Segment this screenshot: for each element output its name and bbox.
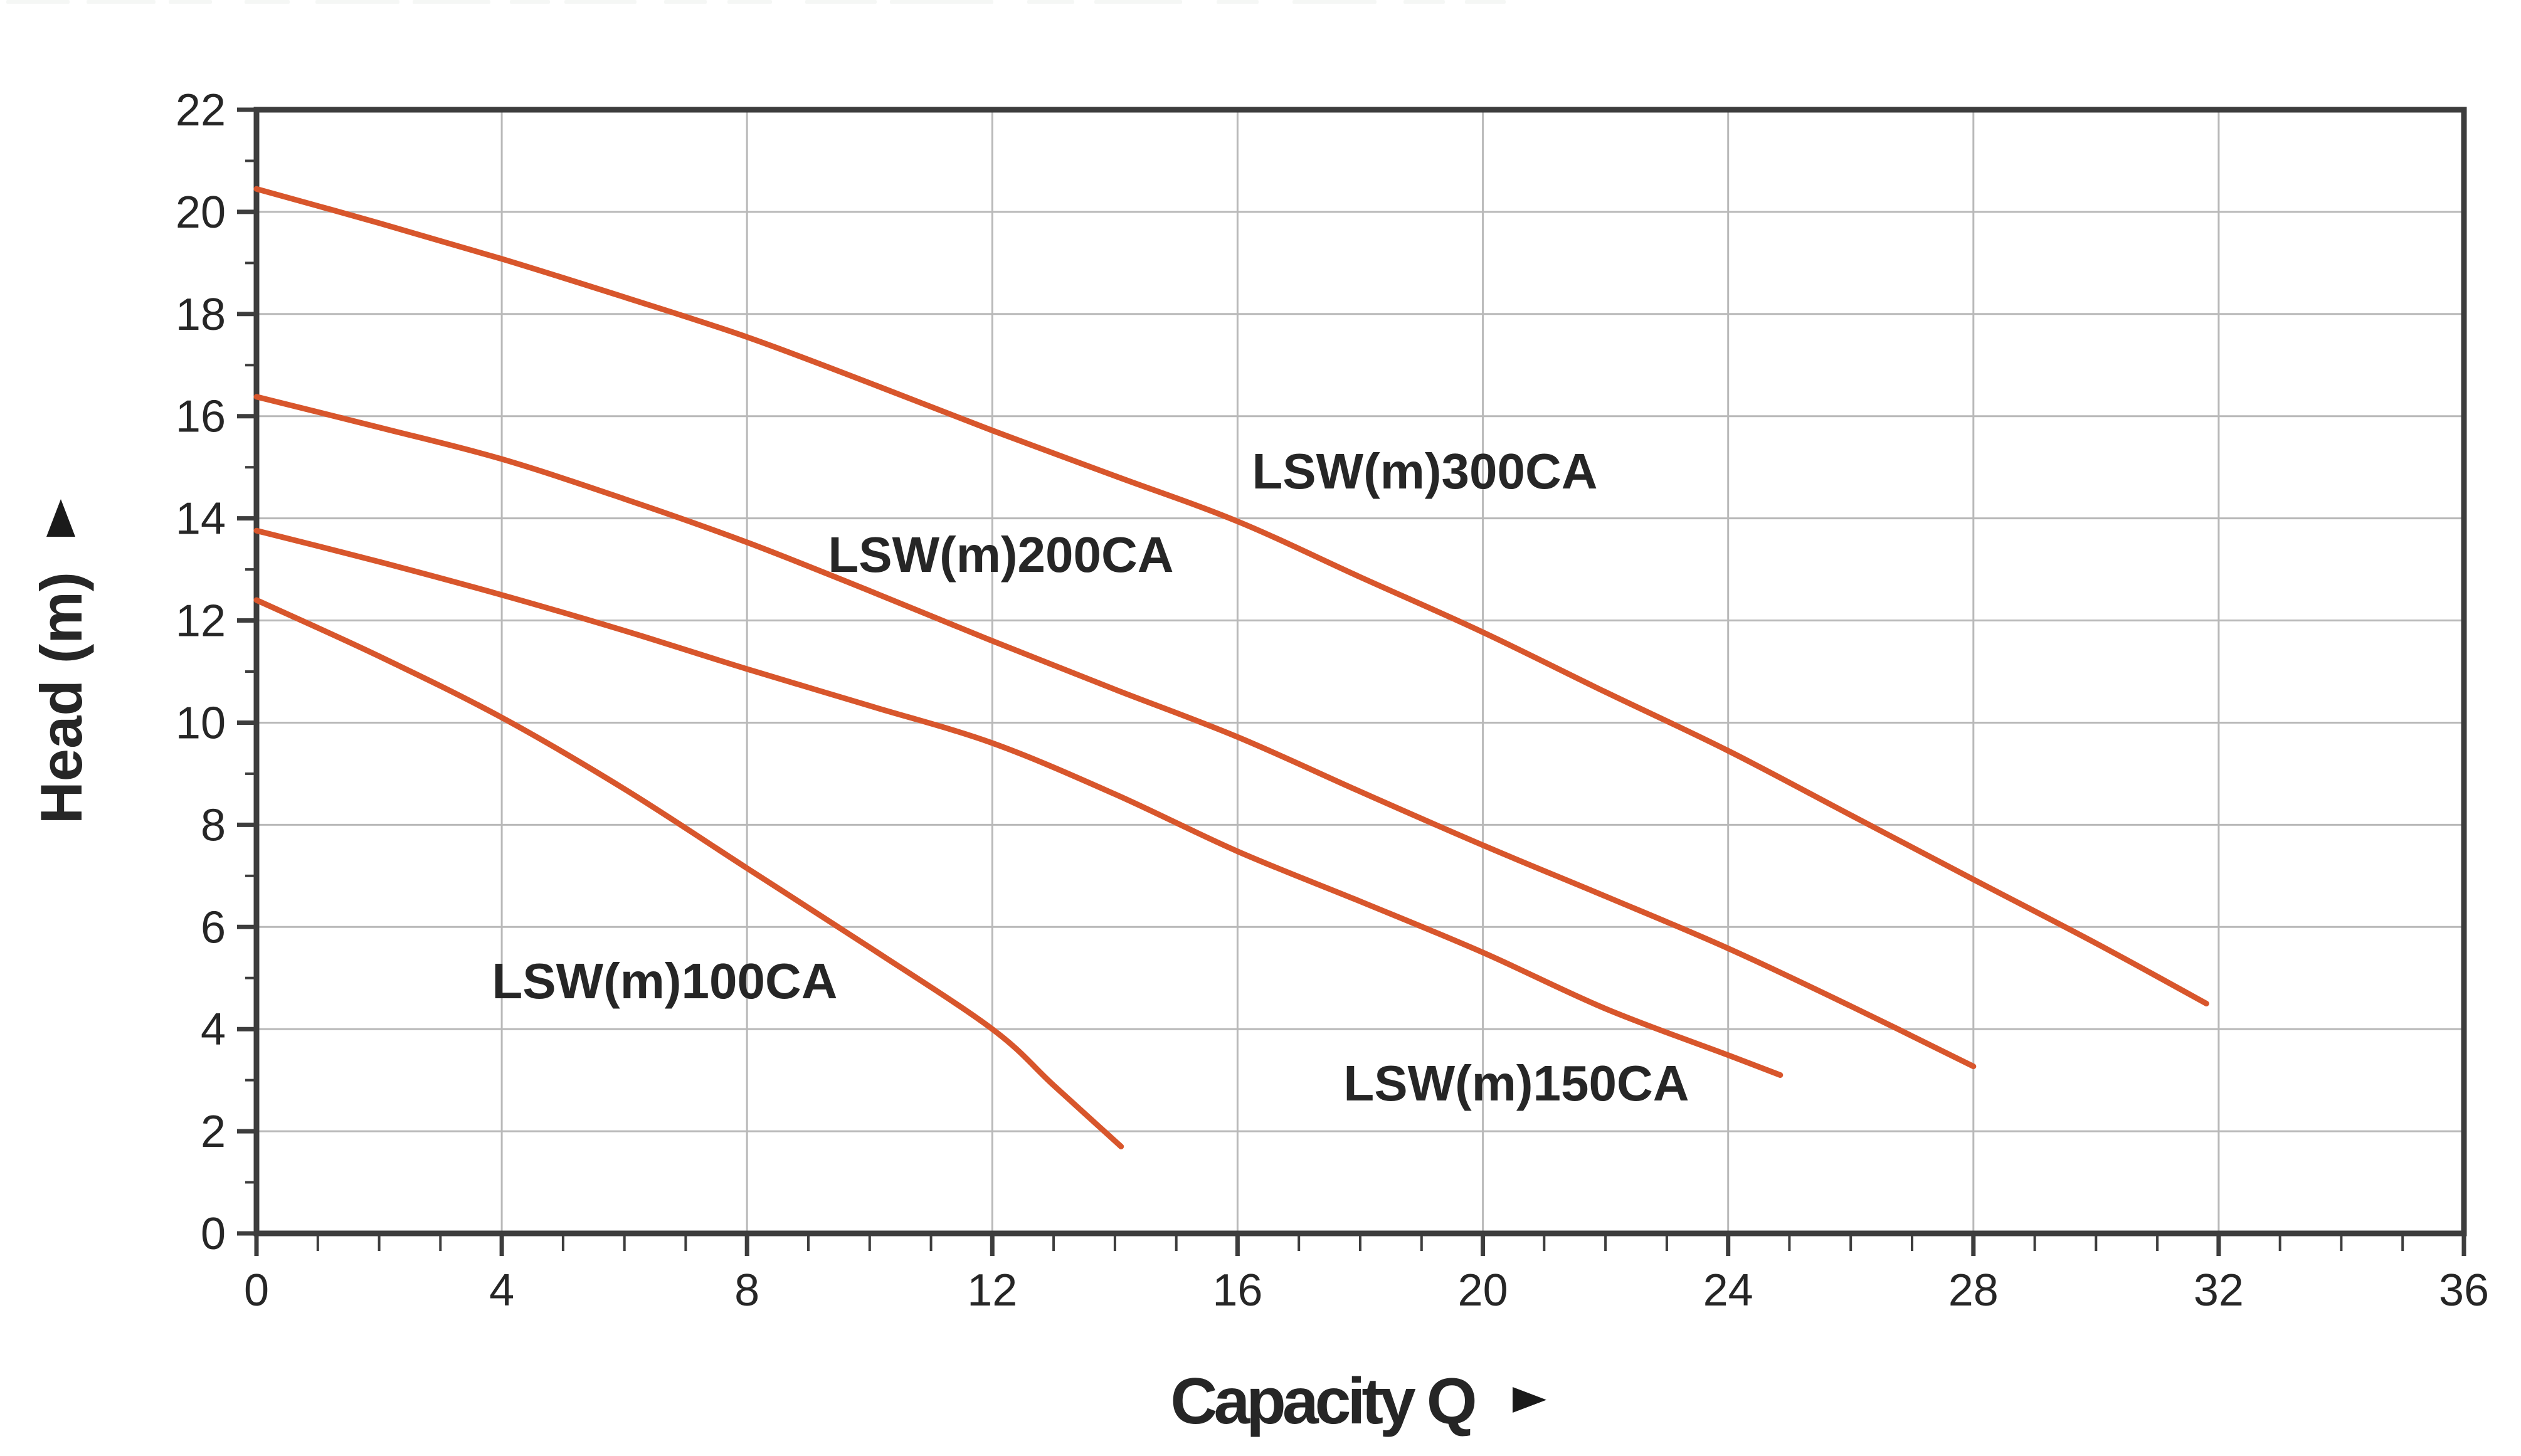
svg-text:4: 4	[201, 1005, 226, 1055]
svg-text:14: 14	[176, 494, 226, 544]
svg-text:32: 32	[2194, 1265, 2244, 1316]
svg-text:24: 24	[1703, 1265, 1753, 1316]
svg-text:Capacity Q: Capacity Q	[1170, 1365, 1474, 1438]
svg-text:LSW(m)150CA: LSW(m)150CA	[1343, 1055, 1689, 1111]
svg-text:12: 12	[967, 1265, 1017, 1316]
svg-text:LSW(m)300CA: LSW(m)300CA	[1252, 443, 1597, 499]
svg-text:12: 12	[176, 596, 226, 646]
svg-text:8: 8	[201, 800, 226, 850]
svg-text:4: 4	[489, 1265, 514, 1316]
svg-text:18: 18	[176, 290, 226, 340]
svg-text:36: 36	[2439, 1265, 2489, 1316]
svg-text:10: 10	[176, 699, 226, 749]
svg-text:LSW(m)100CA: LSW(m)100CA	[492, 953, 837, 1009]
svg-text:22: 22	[176, 85, 226, 135]
svg-text:16: 16	[176, 392, 226, 442]
svg-text:Head (m): Head (m)	[28, 572, 94, 824]
svg-text:6: 6	[201, 902, 226, 952]
svg-text:28: 28	[1948, 1265, 1999, 1316]
svg-text:0: 0	[244, 1265, 269, 1316]
svg-text:8: 8	[734, 1265, 759, 1316]
svg-text:LSW(m)200CA: LSW(m)200CA	[828, 527, 1173, 583]
svg-text:16: 16	[1212, 1265, 1262, 1316]
svg-text:20: 20	[176, 187, 226, 238]
svg-text:2: 2	[201, 1107, 226, 1157]
svg-text:20: 20	[1458, 1265, 1508, 1316]
svg-text:0: 0	[201, 1209, 226, 1259]
